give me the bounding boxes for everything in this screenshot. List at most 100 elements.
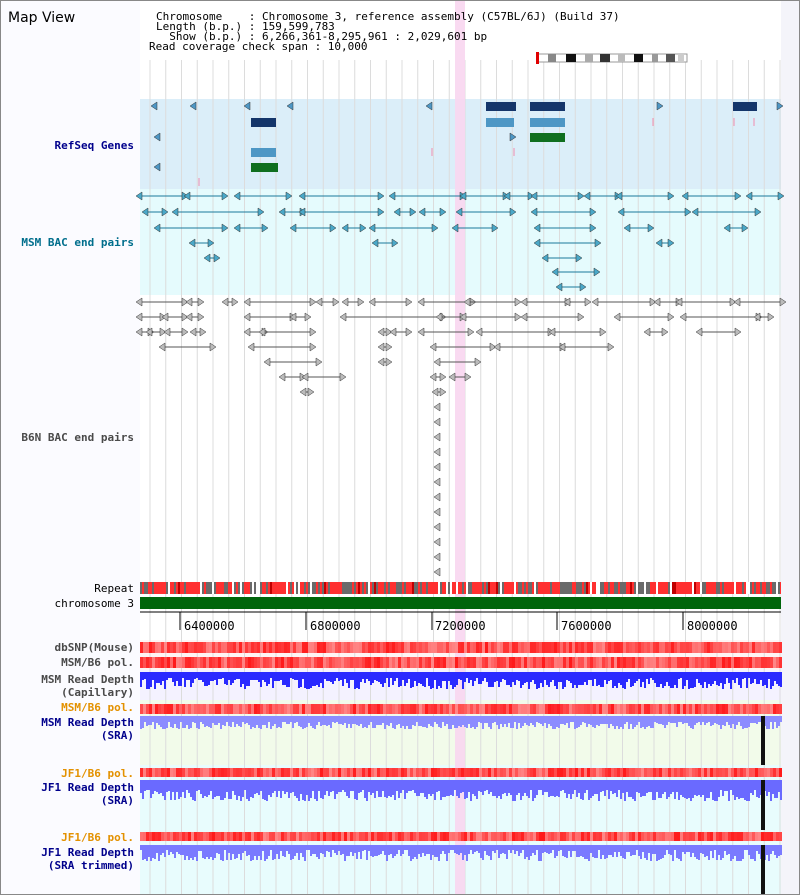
jf1-pol-strip bbox=[455, 768, 458, 777]
msm-depth-sra-bar bbox=[432, 716, 434, 727]
msm-pol-sra-strip bbox=[602, 704, 605, 714]
msm-bac-pair-end bbox=[575, 253, 583, 263]
msm-depth-sra-bar bbox=[602, 716, 604, 724]
msm-pol-sra-strip bbox=[728, 704, 731, 714]
jf1-pol-strip bbox=[779, 768, 782, 777]
msm-depth-capillary-bar bbox=[696, 672, 698, 679]
msm-pol-sra-strip bbox=[614, 704, 617, 714]
jf1-depth-trimmed-bar bbox=[170, 845, 172, 852]
msm-depth-sra-bar bbox=[258, 716, 260, 728]
msm-bac-pair-end bbox=[745, 191, 753, 201]
msm-depth-capillary-bar bbox=[368, 672, 370, 681]
dbsnp-strip bbox=[767, 642, 770, 653]
msm-pol-strip bbox=[407, 657, 410, 668]
msm-depth-sra-bar bbox=[542, 716, 544, 726]
msm-pol-strip bbox=[440, 657, 443, 668]
msm-pol-sra-strip bbox=[653, 704, 656, 714]
jf1-depth-sra-bar bbox=[416, 780, 418, 796]
msm-bac-pair-end bbox=[459, 191, 467, 201]
jf1-depth-trimmed-bar bbox=[728, 845, 730, 854]
jf1-depth-trimmed-bar bbox=[770, 845, 772, 854]
jf1-depth-trimmed-bar bbox=[350, 845, 352, 852]
msm-pol-sra-strip bbox=[506, 704, 509, 714]
msm-pol-sra-strip bbox=[257, 704, 260, 714]
repeat-element bbox=[258, 582, 260, 594]
msm-pol-strip bbox=[152, 657, 155, 668]
msm-pol-strip bbox=[299, 657, 302, 668]
msm-pol-strip bbox=[413, 657, 416, 668]
jf1-depth-sra-bar bbox=[300, 780, 302, 794]
jf1-depth-sra-bar bbox=[194, 780, 196, 801]
dbsnp-strip bbox=[758, 642, 761, 653]
jf1-pol-strip bbox=[506, 768, 509, 777]
b6n-bac-pair-end bbox=[729, 297, 737, 307]
jf1-depth-trimmed-bar bbox=[164, 845, 166, 857]
jf1-depth-trimmed-bar bbox=[494, 845, 496, 853]
msm-bac-pair-end bbox=[233, 191, 241, 201]
dbsnp-strip bbox=[173, 642, 176, 653]
msm-pol-strip bbox=[398, 657, 401, 668]
jf1-depth-sra-bar bbox=[278, 780, 280, 791]
msm-pol-strip bbox=[668, 657, 671, 668]
msm-pol-sra-strip bbox=[470, 704, 473, 714]
jf1-pol-strip-2 bbox=[533, 832, 536, 841]
jf1-depth-trimmed-bar bbox=[174, 845, 176, 858]
jf1-depth-sra-bar bbox=[168, 780, 170, 791]
msm-depth-capillary-bar bbox=[170, 672, 172, 678]
dbsnp-strip bbox=[476, 642, 479, 653]
dbsnp-strip bbox=[341, 642, 344, 653]
b6n-bac-pair-end bbox=[181, 312, 189, 322]
jf1-depth-sra-bar bbox=[746, 780, 748, 801]
msm-pol-strip bbox=[647, 657, 650, 668]
msm-depth-capillary-bar bbox=[360, 672, 362, 682]
msm-depth-sra-bar bbox=[202, 716, 204, 724]
jf1-depth-trimmed-bar bbox=[428, 845, 430, 854]
jf1-depth-trimmed-bar bbox=[516, 845, 518, 851]
jf1-depth-trimmed-bar bbox=[556, 845, 558, 856]
jf1-depth-trimmed-bar bbox=[616, 845, 618, 857]
msm-pol-sra-strip bbox=[698, 704, 701, 714]
msm-depth-capillary-bar bbox=[168, 672, 170, 678]
msm-depth-capillary-bar bbox=[762, 672, 764, 686]
msm-depth-capillary-bar bbox=[602, 672, 604, 687]
msm-pol-sra-strip bbox=[701, 704, 704, 714]
dbsnp-strip bbox=[344, 642, 347, 653]
jf1-depth-trimmed-bar bbox=[524, 845, 526, 859]
jf1-pol-strip bbox=[494, 768, 497, 777]
msm-depth-capillary-bar bbox=[450, 672, 452, 685]
dbsnp-strip bbox=[542, 642, 545, 653]
msm-depth-capillary-bar bbox=[590, 672, 592, 680]
msm-depth-capillary-bar bbox=[708, 672, 710, 684]
msm-depth-capillary-bar bbox=[608, 672, 610, 681]
jf1-depth-sra-bar bbox=[772, 780, 774, 794]
jf1-pol-strip-2 bbox=[650, 832, 653, 841]
jf1-depth-trimmed-bar bbox=[736, 845, 738, 861]
jf1-pol-strip-2 bbox=[287, 832, 290, 841]
b6n-bac-pair-end bbox=[309, 297, 317, 307]
msm-depth-capillary-bar bbox=[210, 672, 212, 681]
jf1-depth-sra-bar bbox=[254, 780, 256, 794]
jf1-pol-strip bbox=[479, 768, 482, 777]
b6n-bac-pair-end bbox=[464, 372, 472, 382]
msm-pol-sra-strip bbox=[368, 704, 371, 714]
msm-depth-sra-bar bbox=[230, 716, 232, 727]
jf1-depth-sra-bar bbox=[714, 780, 716, 801]
dbsnp-strip bbox=[377, 642, 380, 653]
jf1-depth-sra-bar bbox=[584, 780, 586, 793]
jf1-depth-sra-bar bbox=[448, 780, 450, 796]
repeat-element bbox=[614, 582, 616, 594]
msm-depth-capillary-bar bbox=[512, 672, 514, 682]
jf1-depth-trimmed-bar bbox=[722, 845, 724, 858]
track-label-jf1-pol: JF1/B6 pol. bbox=[61, 767, 134, 780]
msm-pol-sra-strip bbox=[215, 704, 218, 714]
msm-depth-sra-bar bbox=[612, 716, 614, 726]
repeat-element bbox=[238, 582, 240, 594]
b6n-bac-end bbox=[433, 417, 441, 427]
jf1-pol-strip bbox=[308, 768, 311, 777]
repeat-element bbox=[600, 582, 602, 594]
jf1-pol-strip bbox=[320, 768, 323, 777]
jf1-pol-strip-2 bbox=[725, 832, 728, 841]
jf1-depth-sra-bar bbox=[704, 780, 706, 801]
jf1-depth-sra-bar bbox=[728, 780, 730, 801]
